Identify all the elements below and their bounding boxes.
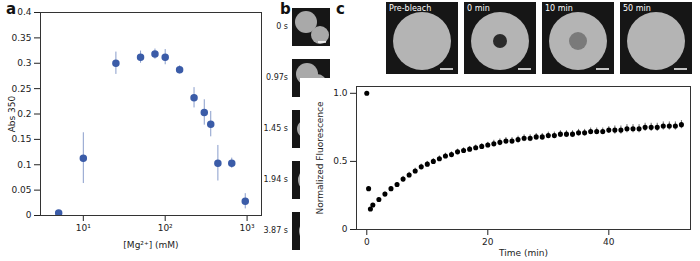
svg-text:Normalized Fluorescence: Normalized Fluorescence bbox=[315, 101, 325, 215]
svg-text:0.4: 0.4 bbox=[17, 7, 32, 17]
svg-text:10 min: 10 min bbox=[545, 4, 573, 13]
html-text:b: b bbox=[280, 0, 291, 18]
html-text:1.45 s: 1.45 s bbox=[263, 124, 288, 133]
html-text:1.94 s: 1.94 s bbox=[263, 175, 288, 184]
svg-text:Time (min): Time (min) bbox=[498, 248, 548, 258]
svg-text:Abs 350: Abs 350 bbox=[7, 95, 17, 132]
svg-text:1.0: 1.0 bbox=[333, 88, 348, 98]
svg-text:0: 0 bbox=[342, 224, 348, 234]
svg-text:0.5: 0.5 bbox=[333, 156, 347, 166]
svg-text:20: 20 bbox=[482, 237, 494, 247]
svg-text:40: 40 bbox=[603, 237, 615, 247]
html-text:a: a bbox=[6, 0, 17, 18]
svg-text:50 min: 50 min bbox=[623, 4, 651, 13]
svg-text:0.15: 0.15 bbox=[11, 134, 31, 144]
html-text:c: c bbox=[336, 0, 345, 18]
svg-text:10²: 10² bbox=[158, 223, 173, 233]
svg-text:0.25: 0.25 bbox=[11, 84, 31, 94]
svg-text:0: 0 bbox=[364, 237, 370, 247]
svg-text:[Mg²⁺] (mM): [Mg²⁺] (mM) bbox=[123, 240, 178, 250]
svg-text:0: 0 bbox=[26, 210, 32, 220]
svg-text:0 min: 0 min bbox=[467, 4, 490, 13]
html-text:3.87 s: 3.87 s bbox=[263, 226, 288, 235]
html-text:0.97s: 0.97s bbox=[266, 73, 288, 82]
svg-text:Pre-bleach: Pre-bleach bbox=[389, 4, 431, 13]
svg-text:0.3: 0.3 bbox=[17, 58, 31, 68]
svg-text:0.2: 0.2 bbox=[17, 109, 31, 119]
svg-text:0.1: 0.1 bbox=[17, 160, 31, 170]
html-text:0 s: 0 s bbox=[276, 22, 288, 31]
svg-text:10³: 10³ bbox=[240, 223, 255, 233]
svg-text:0.35: 0.35 bbox=[11, 33, 31, 43]
svg-text:10¹: 10¹ bbox=[76, 223, 91, 233]
svg-text:0.05: 0.05 bbox=[11, 185, 31, 195]
